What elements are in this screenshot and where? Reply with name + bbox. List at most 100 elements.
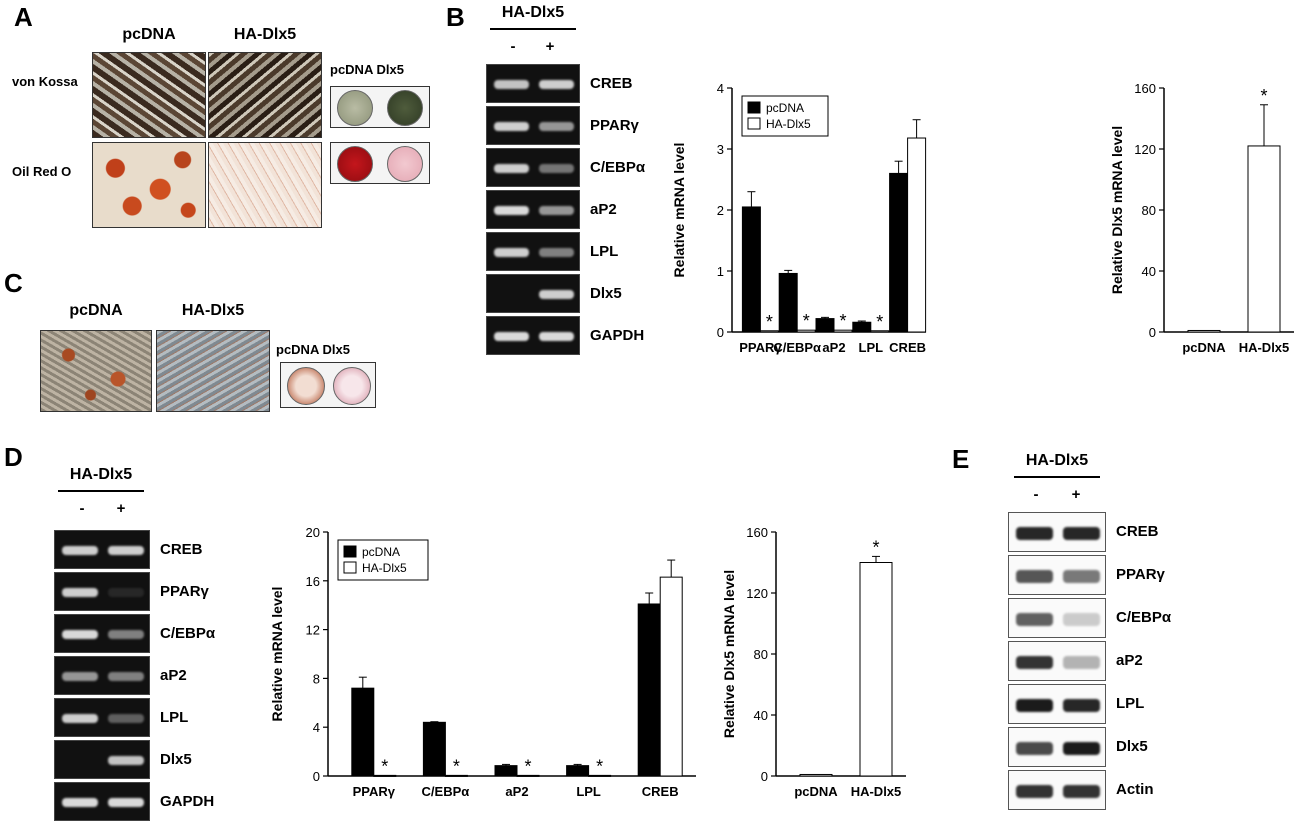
panel-letter-b: B — [446, 2, 465, 32]
band-minus — [61, 588, 99, 597]
band-minus — [61, 630, 99, 639]
band-label-creb: CREB — [1116, 523, 1159, 540]
band-minus — [493, 248, 530, 257]
band-row-dlx5 — [486, 274, 580, 313]
x-tick-label: CREB — [889, 340, 926, 355]
y-tick-label: 20 — [306, 525, 320, 540]
bar-pcdna — [351, 687, 375, 777]
band-row-creb — [1008, 512, 1106, 552]
band-plus — [538, 164, 575, 173]
band-minus — [493, 164, 530, 173]
band-row-ppar — [54, 572, 150, 611]
x-tick-label: aP2 — [822, 340, 845, 355]
dish-box-c — [280, 362, 376, 408]
band-label-lpl: LPL — [1116, 695, 1145, 712]
bar-value — [1187, 329, 1221, 333]
y-tick-label: 160 — [746, 525, 768, 540]
oilred-hadlx5-image — [208, 142, 322, 228]
significance-star: * — [839, 311, 846, 331]
chart-d-genes: 0 4 8 12 16 20 Relative mRNA level * PPARγ * C/EBP… — [269, 525, 696, 799]
y-axis-label: Relative mRNA level — [671, 143, 687, 278]
bar-pcdna — [422, 721, 446, 777]
bar-value — [799, 773, 833, 777]
legend-swatch — [343, 561, 357, 574]
significance-star: * — [876, 312, 883, 332]
chart-b-dlx5: 0 40 80 120 160 Relative Dlx5 mRNA level pcDNA… — [1109, 81, 1294, 355]
col-label-pcdna-c: pcDNA — [69, 302, 123, 319]
dish-dlx5-oilred — [387, 146, 423, 182]
band-row-creb — [486, 64, 580, 103]
x-tick-label: HA-Dlx5 — [851, 784, 902, 799]
col-label-pcdna: pcDNA — [122, 26, 176, 43]
vonkossa-hadlx5-image — [208, 52, 322, 138]
bar-hadlx5 — [444, 774, 468, 777]
band-row-lpl — [54, 698, 150, 737]
band-row-cebp — [54, 614, 150, 653]
band-minus — [61, 546, 99, 555]
legend-swatch — [343, 545, 357, 558]
y-tick-label: 80 — [754, 647, 768, 662]
y-axis-label: Relative mRNA level — [269, 587, 285, 722]
band-label-dlx5: Dlx5 — [1116, 738, 1148, 755]
y-tick-label: 0 — [761, 769, 768, 784]
band-plus — [1062, 655, 1101, 669]
band-row-ap2 — [1008, 641, 1106, 681]
significance-star: * — [524, 756, 531, 776]
bar-pcdna — [889, 172, 909, 333]
band-plus — [538, 206, 575, 215]
y-tick-label: 80 — [1142, 203, 1156, 218]
oilred-hadlx5-image-c — [156, 330, 270, 412]
panel-letter-d: D — [4, 442, 23, 472]
band-plus — [538, 122, 575, 131]
band-row-lpl — [486, 232, 580, 271]
significance-star: * — [872, 537, 879, 557]
band-plus — [1062, 612, 1101, 626]
lane-plus-e: + — [1071, 486, 1081, 503]
dish-label-c: pcDNA Dlx5 — [276, 342, 350, 357]
band-plus — [1062, 741, 1101, 755]
band-row-dlx5 — [54, 740, 150, 779]
band-minus — [493, 206, 530, 215]
vonkossa-pcdna-image — [92, 52, 206, 138]
dish-box-vonkossa — [330, 86, 430, 128]
band-plus — [538, 332, 575, 341]
band-row-ap2 — [54, 656, 150, 695]
band-row-dlx5 — [1008, 727, 1106, 767]
band-plus — [1062, 698, 1101, 712]
bar-hadlx5 — [870, 330, 890, 333]
band-minus — [1015, 741, 1054, 755]
bar-hadlx5 — [759, 330, 779, 333]
bar-hadlx5 — [516, 774, 540, 777]
bar-value — [1247, 145, 1281, 333]
gel-header-underline-e — [1014, 476, 1100, 478]
y-tick-label: 4 — [717, 81, 724, 96]
col-label-hadlx5-c: HA-Dlx5 — [181, 302, 245, 319]
y-tick-label: 2 — [717, 203, 724, 218]
band-label-ppar: PPARγ — [1116, 566, 1165, 583]
significance-star: * — [381, 756, 388, 776]
band-minus — [1015, 526, 1054, 540]
band-label-ap2: aP2 — [590, 200, 617, 218]
band-plus — [538, 80, 575, 89]
band-row-lpl — [1008, 684, 1106, 724]
y-tick-label: 3 — [717, 142, 724, 157]
lane-minus-e: - — [1033, 486, 1039, 503]
band-label-ap2: aP2 — [160, 666, 187, 684]
legend-label: HA-Dlx5 — [766, 117, 811, 131]
oilred-pcdna-image — [92, 142, 206, 228]
bar-pcdna — [494, 765, 518, 777]
bar-pcdna — [778, 272, 798, 333]
band-minus — [494, 290, 530, 299]
gel-header-b: HA-Dlx5 — [501, 4, 565, 21]
x-tick-label: aP2 — [505, 784, 528, 799]
band-plus — [107, 714, 145, 723]
chart-d-dlx5: 0 40 80 120 160 Relative Dlx5 mRNA level pcDNA… — [721, 525, 906, 799]
band-label-ppar: PPARγ — [160, 582, 209, 600]
band-label-creb: CREB — [590, 74, 633, 92]
dish-pcdna-oilred — [337, 146, 373, 182]
band-row-ppar — [486, 106, 580, 145]
y-tick-label: 120 — [746, 586, 768, 601]
y-tick-label: 40 — [1142, 264, 1156, 279]
dish-box-oilred — [330, 142, 430, 184]
y-tick-label: 12 — [306, 623, 320, 638]
